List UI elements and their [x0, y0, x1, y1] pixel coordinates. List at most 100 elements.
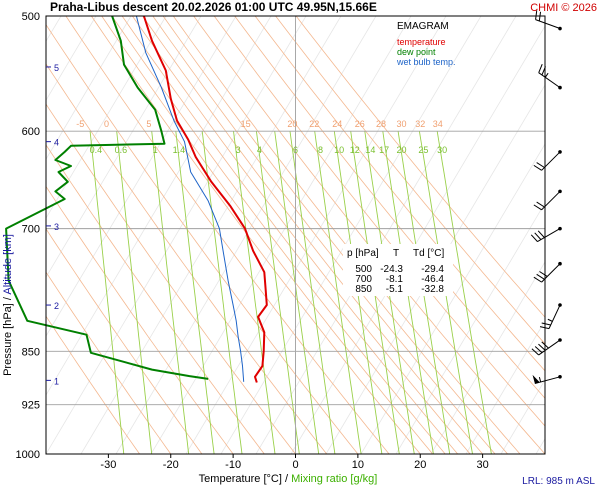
wind-barb-feather	[541, 322, 551, 326]
copyright-label: CHMI © 2026	[530, 2, 597, 14]
series-layer	[5, 15, 268, 383]
table-cell: 500	[355, 264, 372, 275]
theta-label: 26	[355, 119, 365, 129]
dry-adiabat-line	[111, 16, 446, 454]
wind-barb-flag	[532, 374, 540, 384]
grid-diagonal-line	[46, 16, 132, 160]
legend-item-wet-bulb: wet bulb temp.	[396, 57, 456, 67]
table-header-td: Td [°C]	[413, 248, 444, 259]
mixing-ratio-label: 14	[365, 145, 375, 155]
mixing-ratio-label: 0.4	[90, 145, 103, 155]
grid-diagonal-line	[255, 16, 517, 454]
wind-barb	[538, 63, 562, 90]
mixing-ratio-line	[233, 131, 276, 454]
wind-barb-feather	[538, 63, 543, 73]
wind-barb-staff	[535, 19, 561, 29]
y-tick-label: 925	[22, 400, 40, 412]
grid-diagonal-line	[571, 16, 600, 454]
wind-barb-station	[558, 150, 562, 154]
y-axis-label-separator: /	[2, 295, 14, 304]
dry-adiabat-line	[275, 16, 545, 345]
dry-adiabat-line	[213, 16, 545, 427]
wind-barb-staff	[541, 191, 561, 211]
wind-barb-feather	[537, 230, 545, 238]
x-tick-label: -30	[100, 459, 116, 471]
theta-label: 15	[241, 119, 251, 129]
table-cell: -24.3	[380, 264, 403, 275]
y-tick-label: 1000	[16, 449, 40, 461]
wind-barb-feather	[533, 276, 542, 283]
grid-layer	[46, 16, 600, 454]
grid-diagonal-line	[46, 16, 307, 454]
x-tick-label: 0	[292, 459, 298, 471]
wind-barb-staff	[538, 339, 561, 356]
theta-label: 20	[287, 119, 297, 129]
x-axis-label-temperature: Temperature [°C]	[199, 473, 282, 485]
dry-adiabat-line	[46, 185, 234, 454]
y-tick-label: 850	[22, 346, 40, 358]
table-cell: -5.1	[386, 284, 404, 295]
dry-adiabat-line	[46, 23, 359, 454]
mixing-ratio-label: 10	[334, 145, 344, 155]
theta-label: 5	[146, 119, 151, 129]
mixing-ratio-line	[364, 131, 415, 454]
wind-barb-station	[558, 189, 562, 194]
mixing-ratio-label: 1.4	[173, 145, 186, 155]
table-cell: -29.4	[421, 264, 444, 275]
mixing-ratio-line	[436, 131, 492, 454]
mixing-ratio-line	[116, 131, 153, 454]
wind-barb	[535, 10, 562, 31]
grid-diagonal-line	[220, 16, 482, 454]
x-axis-label-mixing: Mixing ratio [g/kg]	[291, 473, 377, 485]
x-axis-label-separator: /	[282, 473, 291, 485]
dry-adiabat-line	[46, 315, 140, 454]
mixing-ratio-label: 6	[293, 145, 298, 155]
x-tick-label: -20	[163, 459, 179, 471]
altitude-label: 3	[54, 222, 59, 232]
grid-diagonal-line	[46, 16, 202, 278]
grid-diagonal-line	[325, 84, 545, 454]
dry-adiabat-line	[46, 103, 296, 454]
dry-adiabat-line	[65, 16, 390, 454]
wind-barb-feather	[536, 201, 545, 208]
mixing-ratio-line	[289, 131, 336, 454]
mixing-ratio-label: 25	[418, 145, 428, 155]
wind-barb	[533, 150, 562, 171]
series-dew-point-line	[5, 15, 209, 380]
y-tick-label: 500	[22, 11, 40, 23]
mixing-ratio-line	[175, 131, 215, 454]
wind-barb-feather	[533, 204, 542, 211]
table-cell: -46.4	[421, 274, 444, 285]
dry-adiabat-line	[152, 16, 496, 454]
dry-adiabat-line	[254, 16, 545, 372]
dry-adiabat-line	[46, 228, 203, 454]
wind-barb-feather	[539, 271, 548, 277]
wind-barb-staff	[537, 228, 561, 243]
table-background	[343, 244, 453, 296]
wind-barb-staff	[538, 72, 561, 89]
theta-label: 30	[397, 119, 407, 129]
grid-diagonal-line	[465, 320, 545, 454]
dry-adiabat-line	[46, 271, 172, 454]
mixing-ratio-line	[274, 131, 320, 454]
grid-diagonal-line	[150, 16, 412, 454]
wind-barb-feather	[530, 234, 538, 242]
lrl-label: LRL: 985 m ASL	[522, 476, 595, 487]
mixing-ratio-label: 30	[437, 145, 447, 155]
altitude-label: 2	[54, 301, 59, 311]
dry-adiabat-line	[46, 63, 328, 454]
wind-barb	[533, 261, 562, 283]
dry-adiabat-line	[101, 16, 434, 454]
wind-barb-feather	[534, 232, 542, 240]
wind-barb-station	[558, 226, 562, 231]
y-tick-label: 600	[22, 126, 40, 138]
wind-barb-station	[558, 338, 562, 342]
mixing-ratio-line	[314, 131, 362, 454]
mixing-ratio-line	[333, 131, 383, 454]
grid-diagonal-line	[46, 16, 272, 396]
wind-barb-half-feather	[547, 318, 553, 322]
wind-barb-staff	[541, 263, 561, 283]
x-tick-label: -10	[225, 459, 241, 471]
mixing-ratio-line	[255, 131, 300, 454]
wind-barb	[533, 189, 562, 211]
